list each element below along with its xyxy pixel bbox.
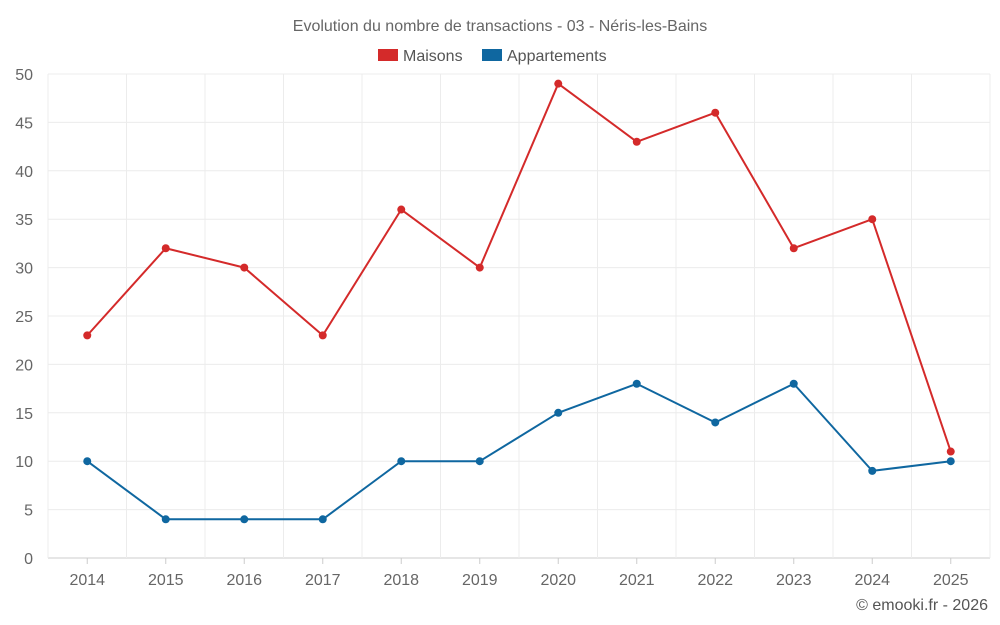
data-point-maisons-2023[interactable]: [789, 244, 798, 253]
x-tick-label: 2022: [697, 572, 733, 589]
copyright: © emooki.fr - 2026: [856, 597, 988, 614]
data-point-maisons-2019[interactable]: [475, 263, 484, 272]
data-point-appartements-2014[interactable]: [83, 457, 92, 466]
data-point-appartements-2016[interactable]: [240, 515, 249, 524]
y-tick-label: 15: [15, 406, 33, 423]
x-tick-label: 2020: [540, 572, 576, 589]
data-point-maisons-2022[interactable]: [711, 108, 720, 117]
data-point-maisons-2014[interactable]: [83, 331, 92, 340]
y-tick-label: 50: [15, 67, 33, 84]
data-point-appartements-2024[interactable]: [868, 466, 877, 475]
legend-item-appartements[interactable]: Appartements: [482, 48, 607, 65]
legend-label-appartements: Appartements: [507, 48, 607, 65]
x-tick-label: 2015: [148, 572, 184, 589]
series-line-appartements: [86, 382, 951, 521]
y-tick-label: 35: [15, 212, 33, 229]
data-point-appartements-2022[interactable]: [711, 418, 720, 427]
data-point-appartements-2020[interactable]: [554, 408, 563, 417]
series: [83, 79, 955, 524]
legend-swatch-appartements: [482, 49, 502, 61]
y-tick-label: 40: [15, 164, 33, 181]
y-tick-label: 45: [15, 115, 33, 132]
y-tick-label: 0: [24, 551, 33, 568]
x-tick-label: 2025: [933, 572, 969, 589]
data-point-maisons-2018[interactable]: [397, 205, 406, 214]
data-point-maisons-2015[interactable]: [161, 244, 170, 253]
y-tick-label: 10: [15, 454, 33, 471]
data-point-maisons-2020[interactable]: [554, 79, 563, 88]
x-tick-label: 2014: [69, 572, 105, 589]
y-tick-label: 20: [15, 357, 33, 374]
data-point-appartements-2015[interactable]: [161, 515, 170, 524]
legend-swatch-maisons: [378, 49, 398, 61]
series-line-maisons: [86, 82, 952, 452]
legend-item-maisons[interactable]: Maisons: [378, 48, 463, 65]
data-point-maisons-2017[interactable]: [318, 331, 327, 340]
data-point-appartements-2025[interactable]: [946, 457, 955, 466]
grid: [47, 73, 991, 559]
legend-label-maisons: Maisons: [403, 48, 463, 65]
y-tick-label: 5: [24, 503, 33, 520]
data-point-maisons-2024[interactable]: [868, 215, 877, 224]
y-tick-label: 30: [15, 261, 33, 278]
legend: Maisons Appartements: [378, 48, 607, 65]
x-tick-label: 2021: [619, 572, 655, 589]
x-tick-label: 2018: [383, 572, 419, 589]
data-point-appartements-2019[interactable]: [475, 457, 484, 466]
data-point-appartements-2018[interactable]: [397, 457, 406, 466]
x-tick-label: 2017: [305, 572, 341, 589]
chart-title: Evolution du nombre de transactions - 03…: [293, 18, 707, 35]
x-tick-label: 2019: [462, 572, 498, 589]
data-point-maisons-2021[interactable]: [632, 137, 641, 146]
x-tick-label: 2024: [854, 572, 890, 589]
data-point-appartements-2017[interactable]: [318, 515, 327, 524]
data-point-appartements-2023[interactable]: [789, 379, 798, 388]
x-tick-label: 2016: [226, 572, 262, 589]
data-point-maisons-2016[interactable]: [240, 263, 249, 272]
data-point-appartements-2021[interactable]: [632, 379, 641, 388]
x-tick-label: 2023: [776, 572, 812, 589]
y-tick-label: 25: [15, 309, 33, 326]
data-point-maisons-2025[interactable]: [946, 447, 955, 456]
